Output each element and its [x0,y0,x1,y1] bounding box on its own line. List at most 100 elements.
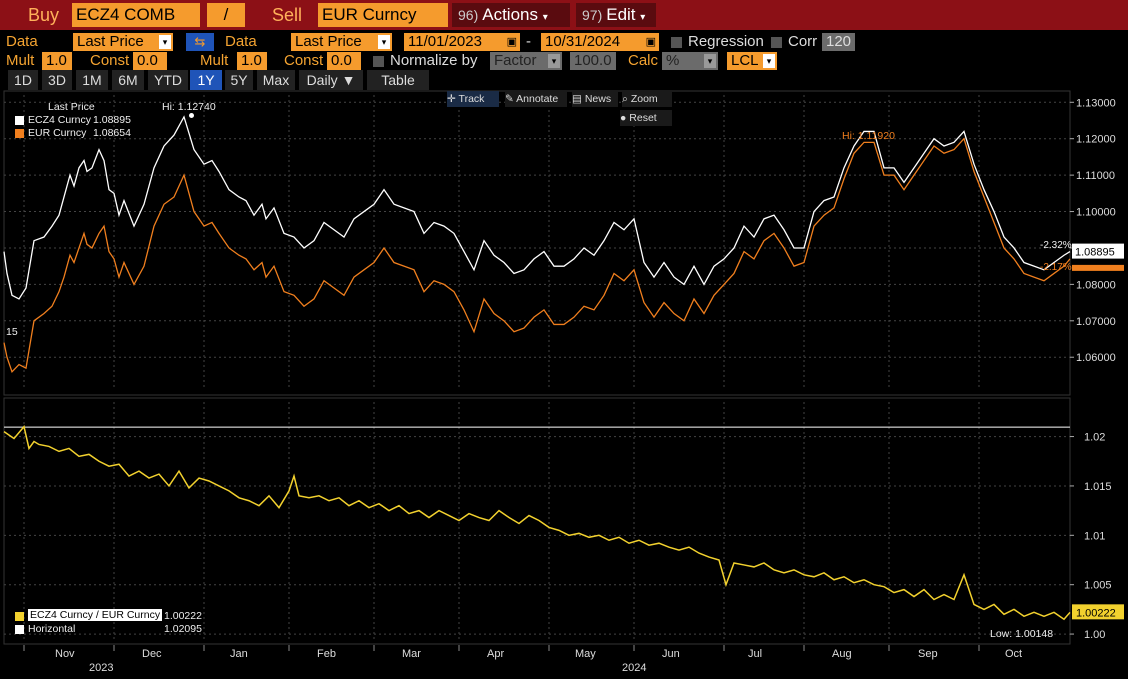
sell-label: Sell [272,5,303,25]
legend-swatch-ratio [15,612,24,621]
legend-heading: Last Price [48,101,95,113]
x-month-label: Jan [230,648,248,660]
normalize-select[interactable]: Factor ▾ [490,52,562,70]
x-month-label: Jul [748,648,762,660]
operator-field[interactable]: / [207,3,245,27]
data-label: Data [6,33,38,50]
mult2-label: Mult [200,52,229,69]
data1-value: Last Price [77,33,144,50]
range-tab-1m[interactable]: 1M [76,70,108,90]
corr-checkbox[interactable] [771,37,782,48]
data1-select[interactable]: Last Price ▾ [73,33,173,51]
ratio-tick-label: 1.015 [1084,481,1112,493]
calc-label: Calc [628,52,659,69]
annotate-label: Annotate [516,93,559,105]
price-tick-label: 1.08000 [1076,279,1116,291]
range-tab-3d[interactable]: 3D [42,70,72,90]
normalize-checkbox[interactable] [373,56,384,67]
track-button[interactable]: ✛ Track [447,91,499,107]
price-chart[interactable]: 1.130001.120001.110001.100001.090001.080… [0,90,1128,396]
lcl-select[interactable]: LCL ▾ [727,52,777,70]
regression-checkbox[interactable] [671,37,682,48]
actions-number: 96) [458,7,479,23]
track-label: Track [458,93,485,105]
x-month-label: Sep [918,648,938,660]
legend-horizontal-value: 1.02095 [164,623,202,635]
regression-label: Regression [688,33,764,50]
calc-select[interactable]: % ▾ [662,52,718,70]
x-month-label: May [575,648,596,660]
corr-label: Corr [788,33,818,50]
data2-value: Last Price [295,33,362,50]
hi-label: Hi: 1.12740 [162,101,216,113]
ratio-last-tag-box [1072,604,1124,620]
range-tab-1y[interactable]: 1Y [190,70,222,90]
frequency-value: Daily [306,72,338,88]
end-date-field[interactable]: 10/31/2024 ▣ [541,33,659,51]
normalize-label: Normalize by [390,52,478,69]
top-command-bar: Buy ECZ4 COMB Cu / Sell EUR Curncy 96)Ac… [0,0,1128,48]
price-tick-label: 1.10000 [1076,207,1116,219]
mult1-label: Mult [6,52,35,69]
chevron-down-icon: ▾ [763,54,775,68]
frequency-select[interactable]: Daily ▼ [299,70,363,90]
mult1-field[interactable]: 1.0 [42,52,72,70]
price-last-tag-text: 1.08895 [1075,247,1115,259]
range-tab-5y[interactable]: 5Y [225,70,253,90]
swap-icon[interactable]: ⇆ [186,33,214,51]
range-tab-ytd[interactable]: YTD [148,70,188,90]
news-label: News [584,93,612,105]
news-icon: ▤ [572,93,582,105]
magnifier-icon: ⌕ [622,93,628,105]
legend-ratio-value: 1.00222 [164,610,202,622]
const2-field[interactable]: 0.0 [327,52,361,70]
annotate-button[interactable]: ✎ Annotate [505,91,567,107]
price-last-tag-box [1072,243,1124,259]
x-month-label: Feb [317,648,336,660]
left-edge-number: 15 [6,326,18,338]
crosshair-icon: ✛ [447,93,456,105]
legend-swatch-ecz4 [15,116,24,125]
corr-period-field[interactable]: 120 [822,33,855,51]
buy-security-field[interactable]: ECZ4 COMB Cu [72,3,200,48]
time-x-axis: Nov Dec Jan Feb Mar Apr May Jun Jul Aug Sep Oct 2023… [23,645,1022,674]
table-button[interactable]: Table [367,70,429,90]
range-tab-6m[interactable]: 6M [112,70,144,90]
reset-icon: ● [620,112,627,124]
legend-ecz4-value: 1.08895 [93,114,131,126]
caret-down-icon: ▼ [341,72,356,88]
actions-menu[interactable]: 96) Actions ▾ [452,3,570,27]
ratio-tick-label: 1.02 [1084,432,1105,444]
ratio-line [3,425,1071,621]
normalize-number-field[interactable]: 100.0 [570,52,616,70]
start-date-field[interactable]: 11/01/2023 ▣ [404,33,520,51]
x-year-label: 2023 [89,662,113,674]
chevron-down-icon: ▾ [640,12,646,23]
legend-eur-value: 1.08654 [93,127,131,139]
sell-security-field[interactable]: EUR Curncy [318,3,448,27]
price-tick-label: 1.06000 [1076,352,1116,364]
eur-hi-label: Hi: 1.11920 [842,130,895,142]
x-month-label: Jun [662,648,680,660]
calendar-icon[interactable]: ▣ [645,36,656,48]
mult2-field[interactable]: 1.0 [237,52,267,70]
ratio-chart[interactable]: 1.02 1.015 1.01 1.005 1.00 1.00222 [0,397,1128,647]
reset-button[interactable]: ● Reset [620,110,672,126]
news-button[interactable]: ▤ News [572,91,618,107]
price-chart-frame [3,90,1071,396]
ratio-chart-frame [3,397,1071,645]
zoom-button[interactable]: ⌕ Zoom [622,91,672,107]
const1-field[interactable]: 0.0 [133,52,167,70]
data2-select[interactable]: Last Price ▾ [291,33,392,51]
range-tab-1d[interactable]: 1D [8,70,38,90]
const2-label: Const [284,52,324,69]
normalize-value: Factor [494,52,537,69]
legend-swatch-eur [15,129,24,138]
data2-label: Data [225,33,257,50]
calendar-icon[interactable]: ▣ [506,36,517,48]
edit-number: 97) [582,7,603,23]
edit-menu[interactable]: 97) Edit ▾ [576,3,656,27]
pencil-icon: ✎ [505,93,514,105]
range-tab-max[interactable]: Max [257,70,295,90]
price-last-value-tag: 1.08895 [1072,243,1124,271]
